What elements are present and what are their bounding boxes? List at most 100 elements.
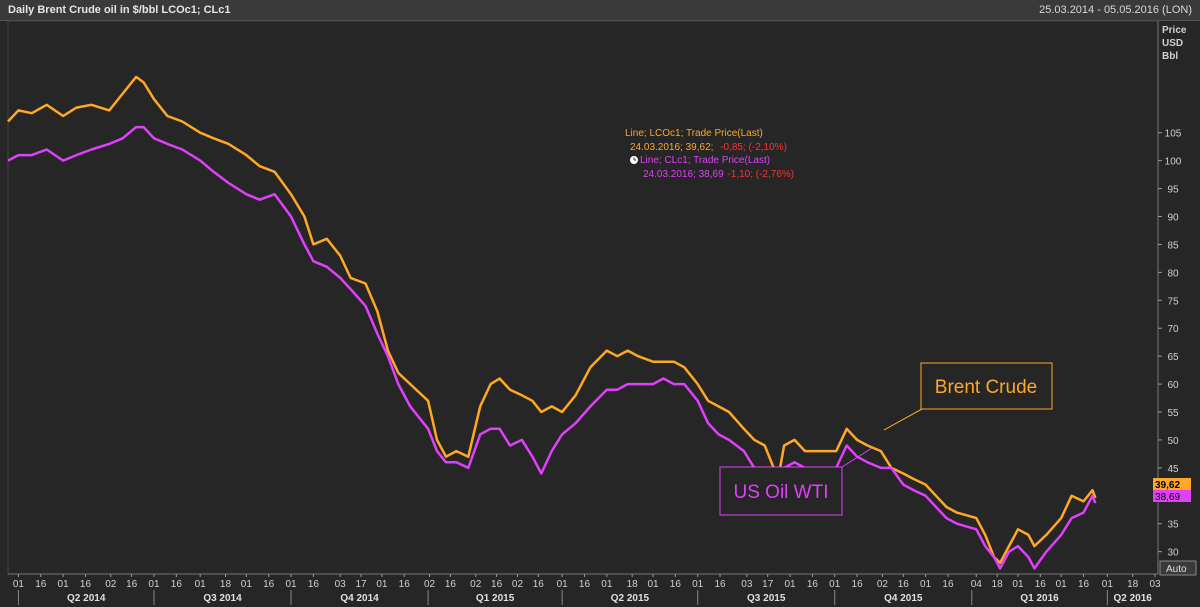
- quarter-label: Q2 2014: [67, 593, 106, 604]
- brent-callout-pointer: [883, 408, 923, 431]
- x-tick-label: 03: [1149, 579, 1161, 590]
- y-tick-label: 65: [1167, 352, 1179, 363]
- x-tick-label: 01: [241, 579, 253, 590]
- last-value-brent-badge: [1153, 478, 1191, 490]
- x-tick-label: 16: [852, 579, 864, 590]
- quarter-labels: Q2 2014 Q3 2014 Q4 2014 Q1 2015 Q2 2015 Q3 20…: [17, 590, 1152, 605]
- x-tick-label: 01: [647, 579, 659, 590]
- x-tick-label: 02: [470, 579, 482, 590]
- x-tick-label: 18: [1127, 579, 1139, 590]
- y-tick-label: 50: [1167, 436, 1179, 447]
- date-range: 25.03.2014 - 05.05.2016 (LON): [1039, 4, 1192, 16]
- x-tick-label: 16: [263, 579, 275, 590]
- x-tick-label: 01: [920, 579, 932, 590]
- x-tick-label: 16: [35, 579, 47, 590]
- x-tick-label: 16: [670, 579, 682, 590]
- plot-frame: [7, 20, 1159, 575]
- x-tick-label: 16: [1035, 579, 1047, 590]
- y-unit-price: Price: [1162, 25, 1187, 36]
- x-tick-label: 01: [601, 579, 613, 590]
- wti-callout: US Oil WTI: [719, 447, 873, 516]
- x-tick-label: 16: [126, 579, 138, 590]
- x-tick-label: 01: [58, 579, 70, 590]
- x-tick-label: 16: [308, 579, 320, 590]
- quarter-label: Q3 2015: [747, 593, 786, 604]
- tooltip-wti-values: 24.03.2016; 38,69 -1,10; (-2,76%): [643, 169, 794, 180]
- quarter-label: Q4 2015: [884, 593, 923, 604]
- y-axis-ticks: 3035404550556065707580859095100105: [1158, 129, 1182, 559]
- x-tick-label: 04: [971, 579, 983, 590]
- y-tick-label: 55: [1167, 408, 1179, 419]
- auto-scale-button[interactable]: Auto: [1159, 560, 1197, 576]
- x-tick-label: 17: [355, 579, 367, 590]
- y-tick-label: 85: [1167, 240, 1179, 251]
- x-tick-label: 01: [195, 579, 207, 590]
- y-tick-label: 95: [1167, 185, 1179, 196]
- quarter-label: Q2 2015: [611, 593, 650, 604]
- x-tick-label: 16: [533, 579, 545, 590]
- x-tick-label: 03: [741, 579, 753, 590]
- auto-button-frame[interactable]: [1159, 560, 1197, 576]
- tooltip-wti-price: 24.03.2016; 38,69: [643, 169, 724, 180]
- x-tick-label: 02: [512, 579, 524, 590]
- series-line-brent: [7, 75, 1097, 565]
- last-value-brent: 39,62: [1153, 478, 1191, 491]
- tooltip: Line; LCOc1; Trade Price(Last) 24.03.201…: [625, 128, 794, 180]
- x-tick-label: 02: [877, 579, 889, 590]
- y-tick-label: 45: [1167, 464, 1179, 475]
- x-tick-label: 03: [335, 579, 347, 590]
- quarter-label: Q3 2014: [203, 593, 242, 604]
- brent-callout: Brent Crude: [883, 362, 1053, 431]
- y-tick-label: 80: [1167, 268, 1179, 279]
- x-tick-label: 16: [714, 579, 726, 590]
- tooltip-brent-title: Line; LCOc1; Trade Price(Last): [625, 128, 763, 139]
- quarter-label: Q2 2016: [1113, 593, 1152, 604]
- y-tick-label: 75: [1167, 296, 1179, 307]
- quarter-label: Q1 2016: [1020, 593, 1059, 604]
- wti-callout-box: [719, 466, 843, 516]
- x-tick-label: 01: [557, 579, 569, 590]
- auto-button-label[interactable]: Auto: [1166, 564, 1187, 575]
- y-tick-label: 100: [1165, 157, 1182, 168]
- y-tick-label: 35: [1167, 520, 1179, 531]
- x-tick-label: 02: [105, 579, 117, 590]
- x-tick-label: 01: [1102, 579, 1114, 590]
- last-value-wti-badge: [1153, 490, 1191, 502]
- x-tick-label: 01: [376, 579, 388, 590]
- x-tick-label: 01: [1056, 579, 1068, 590]
- tooltip-brent-values: 24.03.2016; 39,62; -0,85; (-2,10%): [630, 142, 787, 153]
- x-tick-label: 01: [148, 579, 160, 590]
- tooltip-brent-price: 24.03.2016; 39,62;: [630, 142, 713, 153]
- x-axis-ticks: 01 16 01 16 02 16 01 16 01 18 01 16 01 16 03 17 01 16 02 16…: [13, 574, 1161, 590]
- brent-callout-box: [920, 362, 1053, 410]
- x-tick-label: 16: [579, 579, 591, 590]
- last-value-wti-text: 38,69: [1155, 492, 1180, 503]
- x-tick-label: 18: [627, 579, 639, 590]
- quarter-label: Q4 2014: [340, 593, 379, 604]
- y-unit-bbl: Bbl: [1162, 51, 1178, 62]
- x-tick-label: 01: [784, 579, 796, 590]
- x-tick-label: 01: [692, 579, 704, 590]
- x-tick-label: 01: [1012, 579, 1024, 590]
- y-tick-label: 60: [1167, 380, 1179, 391]
- last-value-wti: 38,69: [1153, 490, 1191, 503]
- x-tick-label: 16: [807, 579, 819, 590]
- tooltip-wti-change: -1,10; (-2,76%): [727, 169, 794, 180]
- wti-callout-label: US Oil WTI: [734, 482, 829, 503]
- tooltip-wti-title: Line; CLc1; Trade Price(Last): [640, 155, 770, 166]
- brent-callout-label: Brent Crude: [935, 377, 1037, 398]
- x-tick-label: 16: [399, 579, 411, 590]
- x-tick-label: 16: [491, 579, 503, 590]
- y-tick-label: 105: [1165, 129, 1182, 140]
- last-value-brent-text: 39,62: [1155, 480, 1180, 491]
- x-tick-label: 01: [829, 579, 841, 590]
- y-unit-currency: USD: [1162, 38, 1183, 49]
- series-line-wti: [7, 125, 1097, 570]
- x-tick-label: 16: [898, 579, 910, 590]
- y-tick-label: 90: [1167, 213, 1179, 224]
- x-tick-label: 16: [171, 579, 183, 590]
- x-tick-label: 16: [80, 579, 92, 590]
- x-tick-label: 17: [762, 579, 774, 590]
